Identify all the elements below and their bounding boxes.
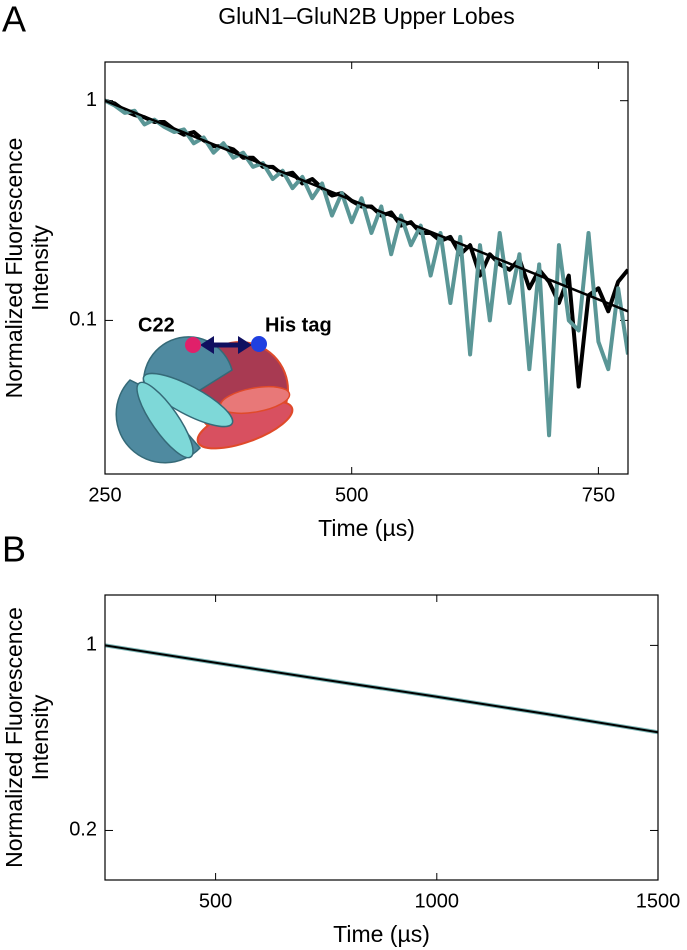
x-tick-label: 1500 (636, 890, 681, 912)
panel-label: B (2, 529, 26, 570)
x-tick-label: 500 (335, 484, 368, 506)
plot-area (105, 643, 658, 735)
chart-title: GluN1–GluN2B Upper Lobes (218, 3, 515, 29)
c22-dot (185, 337, 201, 353)
y-axis-label: Intensity (27, 225, 53, 311)
axes-frame (104, 61, 629, 475)
lobe-diagram (115, 336, 294, 464)
x-tick-label: 250 (88, 484, 121, 506)
y-axis-label: Normalized Fluorescence (1, 607, 27, 868)
x-tick-label: 500 (199, 890, 232, 912)
x-axis-label: Time (µs) (318, 515, 415, 541)
x-axis-label: Time (µs) (333, 921, 430, 947)
x-tick-label: 750 (582, 484, 615, 506)
y-axis-label: Normalized Fluorescence (1, 138, 27, 399)
series-line (105, 644, 658, 734)
y-tick-label: 0.1 (69, 309, 97, 331)
arrow-head (238, 336, 252, 354)
y-axis-label: Intensity (27, 694, 53, 780)
plot-area (105, 98, 628, 438)
x-tick-label: 1000 (415, 890, 460, 912)
axes-frame (104, 594, 659, 881)
y-tick-label: 1 (86, 634, 97, 656)
annotation: C22 (138, 314, 175, 336)
series-line (105, 99, 628, 313)
y-tick-label: 1 (86, 89, 97, 111)
annotation: His tag (265, 314, 332, 336)
teal-lobe-part (142, 372, 234, 428)
y-tick-label: 0.2 (69, 819, 97, 841)
his-tag-dot (251, 336, 267, 352)
arrow-head (200, 336, 214, 354)
panel-label: A (2, 0, 26, 40)
teal-lobe-part (136, 381, 194, 459)
series-line (105, 98, 628, 438)
